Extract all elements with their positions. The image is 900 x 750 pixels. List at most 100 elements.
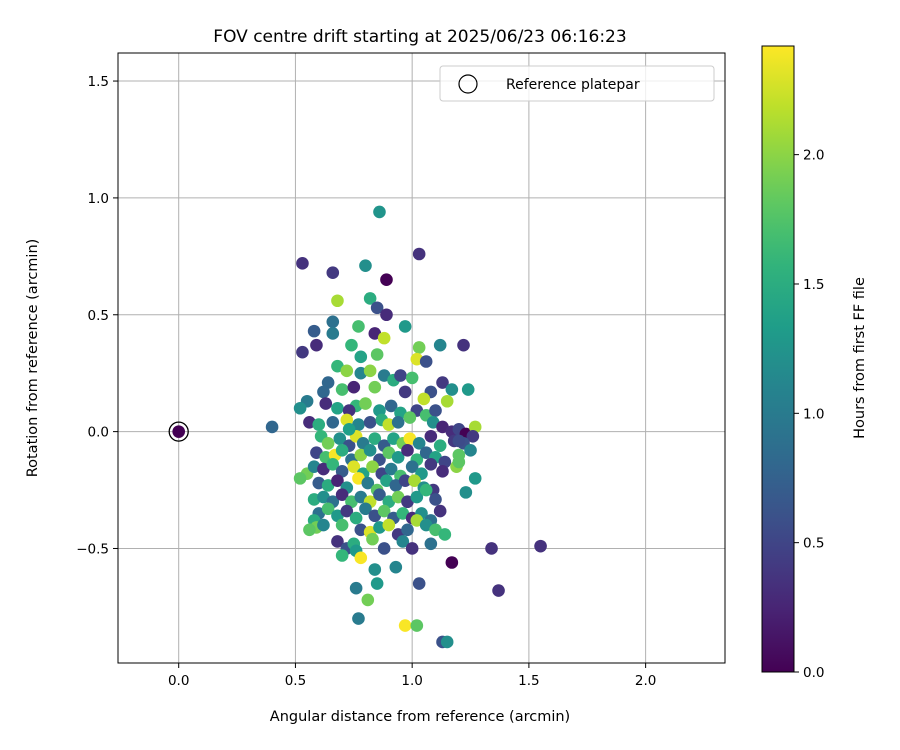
data-point [419,446,433,459]
data-point [396,535,410,548]
data-point [321,479,335,492]
legend-label-reference: Reference platepar [506,77,640,93]
data-point [296,345,309,359]
data-point [389,560,403,574]
data-point [466,429,480,443]
data-point [426,415,440,429]
data-point [335,383,349,396]
legend-box [439,65,715,102]
data-point [363,364,377,378]
data-point [412,577,426,590]
data-point [424,429,438,443]
data-point [410,619,424,632]
data-point [382,518,396,532]
data-point [445,383,459,396]
data-point [326,458,340,471]
data-point [363,292,377,305]
x-tick-label: 1.5 [518,673,539,689]
data-point [331,294,344,308]
x-tick-label: 0.5 [285,673,306,689]
data-point [398,385,412,399]
data-point [384,462,398,476]
data-point [445,556,459,569]
data-point [345,338,358,352]
data-point [347,380,361,394]
data-point [363,415,377,429]
x-tick-label: 2.0 [635,673,656,689]
colorbar: 0.0 0.5 1.0 1.5 2.0 Hours from first FF file [761,45,868,681]
data-point [394,369,407,382]
data-point [361,476,375,490]
y-tick-label: 1.0 [88,191,109,207]
data-point [335,444,349,457]
data-point [424,537,438,551]
x-axis-title: Angular distance from reference (arcmin) [270,709,570,725]
colorbar-frame [761,45,795,673]
data-point [340,504,354,518]
data-point [440,635,454,649]
data-point [436,465,449,478]
data-point [370,301,384,315]
data-point [265,420,279,434]
data-point [347,460,361,473]
data-point [363,444,377,457]
data-point [368,380,382,394]
data-point [440,394,454,408]
data-point [326,415,340,429]
data-point [377,504,391,518]
data-point [312,418,326,431]
data-point [377,331,391,345]
data-point [354,448,368,462]
data-point [373,205,386,219]
colorbar-tick-label: 1.5 [803,277,824,293]
data-point [419,518,433,532]
axis-ticks: 0.0 0.5 1.0 1.5 2.0 −0.5 0.0 0.5 1.0 1.5 [76,74,656,689]
data-point [534,539,547,553]
data-point [384,399,398,413]
y-tick-label: 0.5 [88,308,109,324]
data-point [401,444,414,457]
data-point [459,486,473,499]
data-point [401,523,414,537]
data-point [396,507,410,520]
data-point [380,308,393,322]
data-point [377,369,391,382]
data-point [361,593,375,607]
data-point [391,490,405,504]
data-point [405,460,419,473]
data-point [331,509,344,523]
data-point [354,490,368,504]
x-tick-label: 1.0 [401,673,422,689]
colorbar-gradient [762,46,794,672]
data-point [391,451,405,464]
data-point [317,490,330,504]
data-point [433,439,447,452]
data-point [405,371,419,385]
data-point [429,523,442,537]
data-point [326,327,340,340]
data-point [382,446,396,459]
data-point [438,528,452,541]
data-point [321,376,335,389]
reference-point-fill [172,425,185,438]
data-point [354,551,368,565]
data-point [335,549,349,562]
data-point [293,401,307,415]
data-point [408,474,421,488]
data-point [410,514,424,527]
data-point [319,397,333,410]
data-point [401,495,414,509]
data-point [387,432,400,445]
data-point [310,446,323,459]
data-point [403,411,417,424]
data-point [429,493,442,506]
data-point [335,465,349,478]
data-point [412,437,426,450]
data-point [377,542,391,555]
data-point [419,355,433,368]
data-point [317,462,330,476]
data-point [293,472,307,485]
data-point [405,542,419,555]
y-tick-label: 0.0 [88,425,109,441]
